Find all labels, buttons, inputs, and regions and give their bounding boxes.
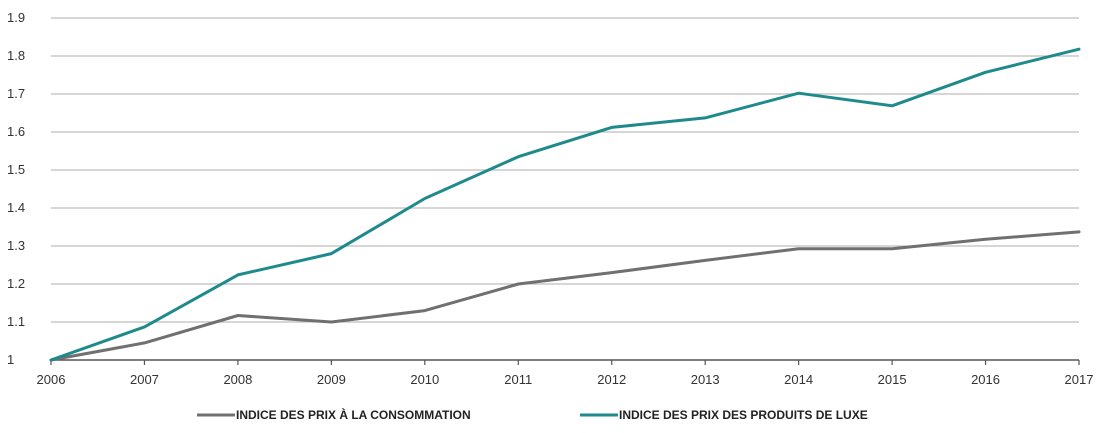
- legend-item-consumer-price-index: INDICE DES PRIX À LA CONSOMMATION: [197, 407, 471, 422]
- x-tick-label: 2010: [410, 372, 439, 387]
- y-tick-label: 1.4: [7, 200, 25, 215]
- legend-label: INDICE DES PRIX DES PRODUITS DE LUXE: [619, 408, 868, 422]
- y-tick-label: 1.3: [7, 238, 25, 253]
- y-tick-label: 1.7: [7, 86, 25, 101]
- series-line-consumer-price-index: [49, 230, 1081, 362]
- x-tick-label: 2006: [37, 372, 66, 387]
- x-tick-label: 2017: [1065, 372, 1094, 387]
- x-tick-label: 2009: [317, 372, 346, 387]
- y-tick-label: 1.1: [7, 314, 25, 329]
- y-tick-label: 1.2: [7, 276, 25, 291]
- x-tick-label: 2011: [504, 372, 532, 387]
- series-lines: [49, 47, 1081, 362]
- y-tick-label: 1: [7, 352, 14, 367]
- x-tick-label: 2008: [223, 372, 252, 387]
- legend-item-luxury-price-index: INDICE DES PRIX DES PRODUITS DE LUXE: [580, 408, 868, 422]
- x-tick-label: 2016: [971, 372, 1000, 387]
- x-tick-label: 2014: [784, 372, 813, 387]
- x-tick-label: 2013: [691, 372, 720, 387]
- y-axis-ticks: 1 1.1 1.2 1.3 1.4 1.5 1.6 1.7 1.8 1.9: [7, 10, 25, 367]
- gridlines: [51, 17, 1079, 323]
- x-tick-label: 2012: [597, 372, 626, 387]
- y-tick-label: 1.8: [7, 48, 25, 63]
- x-axis: 2006 2007 2008 2009 2010 2011 2012 2013 2014 2015…: [37, 359, 1094, 387]
- x-tick-label: 2015: [878, 372, 907, 387]
- y-tick-label: 1.9: [7, 10, 25, 25]
- legend: INDICE DES PRIX À LA CONSOMMATION INDICE …: [197, 407, 868, 422]
- y-tick-label: 1.6: [7, 124, 25, 139]
- y-tick-label: 1.5: [7, 162, 25, 177]
- x-tick-label: 2007: [130, 372, 159, 387]
- series-line-luxury-price-index: [49, 47, 1081, 362]
- legend-label: INDICE DES PRIX À LA CONSOMMATION: [236, 407, 471, 422]
